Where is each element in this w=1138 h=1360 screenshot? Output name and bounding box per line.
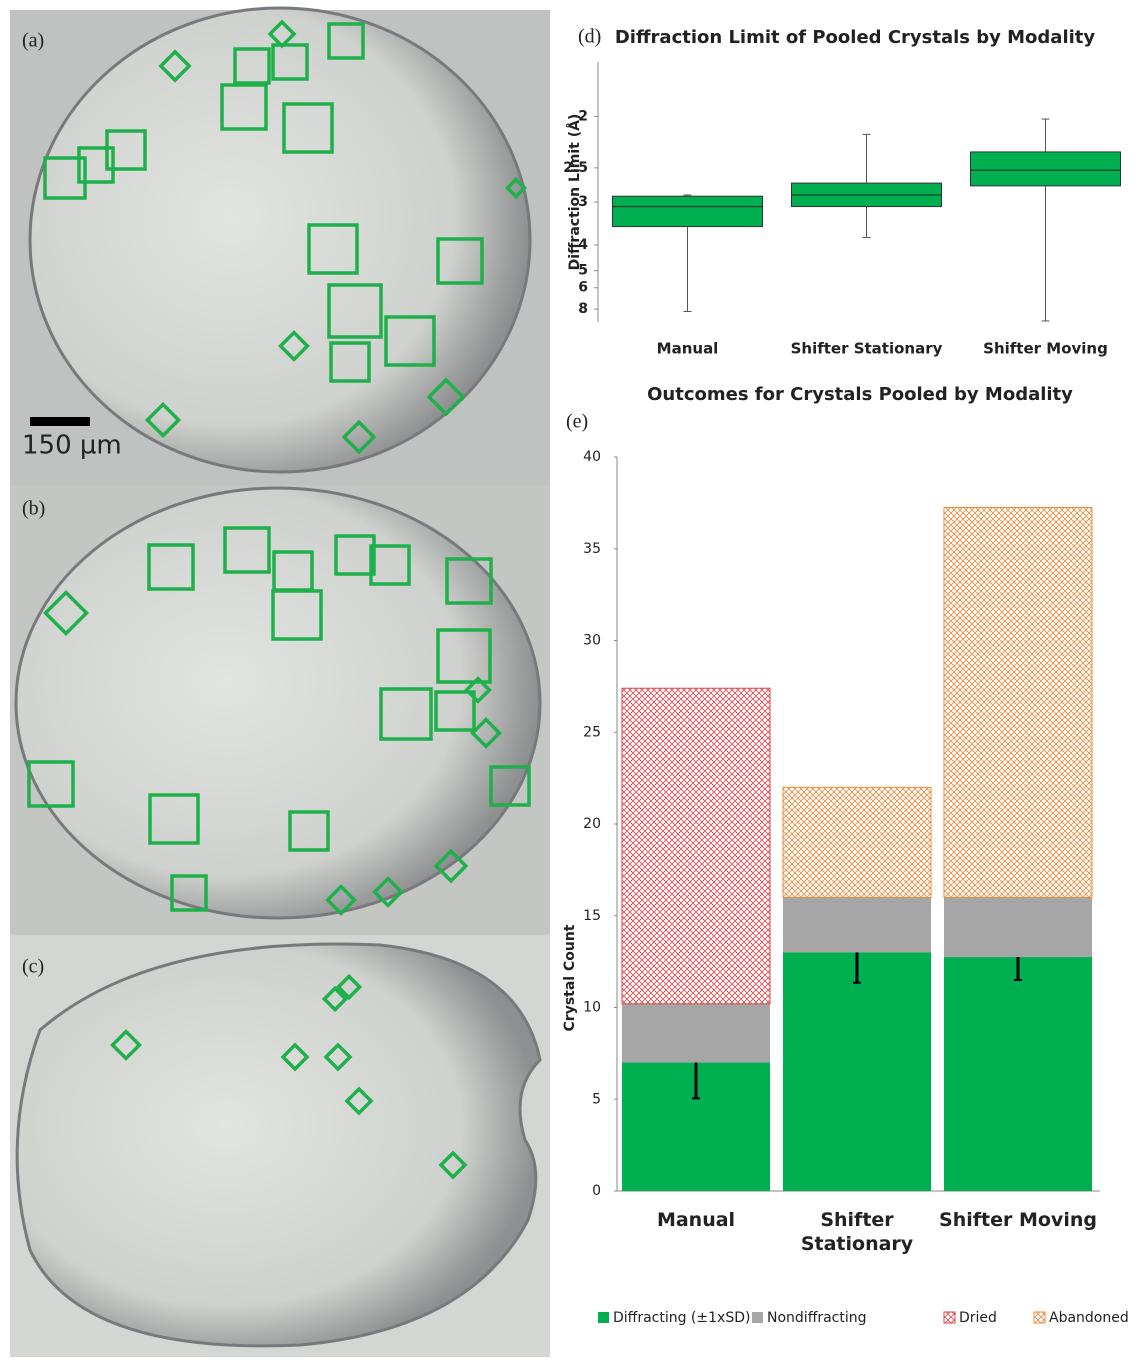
bar-segment	[783, 952, 931, 1191]
y-tick-label: 30	[583, 633, 601, 649]
y-tick-label: 8	[578, 301, 588, 317]
legend-swatch	[752, 1312, 763, 1323]
x-tick-label: Manual	[657, 340, 719, 358]
y-tick-label: 15	[583, 908, 601, 924]
x-tick-label: Shifter Stationary	[791, 340, 943, 358]
y-tick-label: 5	[592, 1091, 601, 1107]
bar-segment	[944, 957, 1092, 1191]
bar-segment	[783, 897, 931, 952]
x-tick-label: Shifter Moving	[983, 340, 1108, 358]
bar-segment	[944, 897, 1092, 957]
y-tick-label: 40	[583, 449, 601, 465]
y-axis-label: Crystal Count	[562, 924, 578, 1031]
y-tick-label: 2	[578, 108, 588, 124]
legend-swatch	[1034, 1312, 1045, 1323]
y-tick-label: 3	[578, 194, 588, 210]
x-tick-label: Shifter Moving	[938, 1208, 1098, 1232]
bar-segment	[783, 787, 931, 897]
panel-label: (d)	[578, 26, 601, 48]
bar-segment	[622, 688, 770, 1004]
legend-label: Abandoned	[1049, 1310, 1129, 1326]
y-tick-label: 0	[592, 1183, 601, 1199]
x-tick-label-box: Manual	[616, 1208, 776, 1264]
legend-swatch	[944, 1312, 955, 1323]
y-tick-label: 4	[578, 237, 588, 253]
x-tick-label: Shifter Stationary	[777, 1208, 937, 1256]
legend-label: Dried	[959, 1310, 997, 1326]
panel-label: (e)	[566, 411, 588, 433]
bar-segment	[944, 507, 1092, 897]
panel-label: (a)	[22, 30, 44, 52]
droplet	[17, 944, 540, 1346]
panel-label: (b)	[22, 498, 45, 520]
bar-segment	[622, 1004, 770, 1063]
y-tick-label: 25	[583, 724, 601, 740]
scale-bar	[30, 417, 90, 426]
box	[613, 196, 763, 226]
scale-label: 150 µm	[22, 431, 122, 461]
figure: 150 µm (a) (b) (c) (d) (e) Diffraction L…	[0, 0, 1138, 1360]
x-tick-label: Manual	[616, 1208, 776, 1232]
x-tick-label-box: Shifter Moving	[938, 1208, 1098, 1264]
y-tick-label: 35	[583, 541, 601, 557]
y-tick-label: 5	[578, 263, 588, 279]
y-tick-label: 10	[583, 1000, 601, 1016]
box	[971, 152, 1121, 186]
panel-label: (c)	[22, 956, 44, 978]
x-tick-label-box: Shifter Stationary	[777, 1208, 937, 1264]
chart-title: Diffraction Limit of Pooled Crystals by …	[615, 27, 1096, 48]
y-tick-label: 20	[583, 816, 601, 832]
y-tick-label: 6	[578, 280, 588, 296]
legend-swatch	[598, 1312, 609, 1323]
y-tick-label: 2.5	[563, 160, 588, 176]
legend-label: Nondiffracting	[767, 1310, 867, 1326]
chart-title: Outcomes for Crystals Pooled by Modality	[647, 384, 1073, 405]
legend-label: Diffracting (±1xSD)	[613, 1310, 750, 1326]
